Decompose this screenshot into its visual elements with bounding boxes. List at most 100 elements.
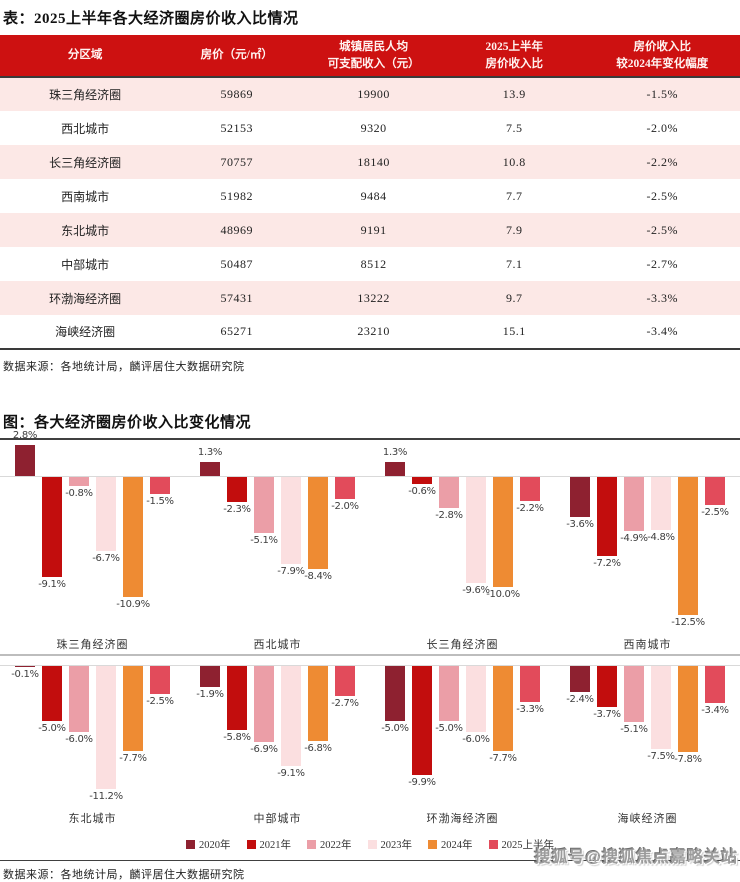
- chart-source-note: 数据来源：各地统计局，麟评居住大数据研究院: [3, 869, 245, 881]
- subplot-4: -0.1% -5.0% -6.0% -11.2% -7.7% -2.5% 东北城市: [0, 656, 185, 828]
- region-cell: 海峡经济圈: [0, 315, 171, 350]
- subplot-1: 1.3% -2.3% -5.1% -7.9% -8.4% -2.0% 西北城市: [185, 440, 370, 654]
- subplot-0: 2.8% -9.1% -0.8% -6.7% -10.9% -1.5% 珠三角经济圈: [0, 430, 185, 654]
- bottom-rule: [0, 860, 740, 861]
- value-cell: 51982: [220, 188, 254, 203]
- table-row: 长三角经济圈 70757 18140 10.8 -2.2%: [0, 145, 740, 179]
- bar-value-label: -9.9%: [408, 776, 436, 788]
- col-header-2: 城镇居民人均 可支配收入（元）: [303, 35, 444, 78]
- value-cell: 19900: [357, 87, 390, 101]
- table-row: 海峡经济圈 65271 23210 15.1 -3.4%: [0, 315, 740, 350]
- bar-value-label: -7.9%: [277, 565, 305, 577]
- bar-2023年: [281, 477, 301, 564]
- zero-axis-line: [185, 476, 370, 477]
- bar-2020年: [200, 666, 220, 687]
- bar-2020年: [200, 461, 220, 476]
- bar-2022年: [254, 666, 274, 742]
- legend-swatch-icon: [428, 839, 437, 849]
- bar-value-label: -7.7%: [119, 752, 147, 764]
- region-cell: 西北城市: [61, 121, 110, 136]
- value-cell: -2.5%: [646, 188, 679, 203]
- value-cell: 57431: [220, 290, 254, 305]
- legend-label: 2023年: [380, 839, 413, 851]
- zero-axis-line: [370, 476, 555, 477]
- value-cell: 13.9: [502, 87, 526, 101]
- bar-value-label: -7.5%: [647, 750, 675, 762]
- chart-legend: 2020年 2021年 2022年 2023年 2024年 2025上半年: [0, 836, 740, 852]
- bar-2020年: [570, 477, 590, 517]
- table-row: 西南城市 51982 9484 7.7 -2.5%: [0, 179, 740, 213]
- bar-value-label: -10.9%: [116, 598, 150, 610]
- value-cell: -1.5%: [646, 87, 679, 101]
- group-label: 环渤海经济圈: [426, 813, 499, 825]
- bar-value-label: -5.8%: [223, 731, 251, 743]
- plot-area: -0.1% -5.0% -6.0% -11.2% -7.7% -2.5%: [0, 656, 185, 806]
- bar-2025上半年: [705, 666, 725, 704]
- bar-value-label: -2.7%: [331, 697, 359, 709]
- legend-swatch-icon: [307, 839, 316, 849]
- group-label: 中部城市: [253, 813, 302, 825]
- bar-value-label: -9.1%: [277, 768, 305, 780]
- bar-2023年: [466, 477, 486, 583]
- plot-area: -5.0% -9.9% -5.0% -6.0% -7.7% -3.3%: [370, 656, 555, 806]
- bar-value-label: -1.9%: [196, 688, 224, 700]
- bar-2025上半年: [150, 477, 170, 494]
- legend-item: 2023年: [367, 836, 413, 852]
- bar-2021年: [597, 477, 617, 557]
- bar-value-label: -6.7%: [92, 552, 120, 564]
- bar-value-label: -7.2%: [593, 558, 621, 570]
- bar-2025上半年: [520, 477, 540, 502]
- value-cell: 7.7: [506, 188, 523, 203]
- bar-value-label: -0.1%: [11, 669, 39, 681]
- value-cell: 18140: [357, 154, 390, 169]
- bar-2022年: [439, 666, 459, 721]
- value-cell: 15.1: [443, 315, 585, 350]
- legend-swatch-icon: [246, 839, 256, 849]
- bar-value-label: -7.7%: [489, 752, 517, 764]
- region-cell: 长三角经济圈: [49, 155, 122, 170]
- col-header-1: 房价（元/㎡）: [170, 35, 304, 78]
- chart-title: 图：各大经济圈房价收入比变化情况: [3, 415, 252, 431]
- region-cell: 西南城市: [61, 189, 110, 204]
- bar-value-label: -5.0%: [435, 723, 463, 734]
- group-label: 珠三角经济圈: [56, 639, 129, 651]
- bar-chart: 2.8% -9.1% -0.8% -6.7% -10.9% -1.5% 珠三角经济圈 1.3%…: [0, 430, 740, 852]
- bar-value-label: 1.3%: [382, 446, 408, 458]
- legend-swatch-icon: [367, 839, 377, 849]
- bar-2024年: [678, 477, 698, 615]
- bar-value-label: -3.6%: [566, 518, 594, 530]
- legend-item: 2024年: [428, 836, 473, 852]
- value-cell: 65271: [170, 315, 304, 350]
- legend-label: 2020年: [199, 839, 231, 851]
- bar-value-label: -0.6%: [408, 485, 436, 497]
- bar-value-label: -2.0%: [331, 501, 359, 512]
- bar-2024年: [308, 666, 328, 741]
- bar-2024年: [123, 666, 143, 751]
- bar-2021年: [227, 477, 247, 503]
- region-cell: 东北城市: [61, 223, 110, 238]
- plot-area: 1.3% -0.6% -2.8% -9.6% -10.0% -2.2%: [370, 440, 555, 632]
- zero-axis-line: [555, 665, 740, 666]
- legend-label: 2024年: [441, 839, 473, 851]
- region-cell: 珠三角经济圈: [49, 88, 122, 102]
- bar-2023年: [466, 666, 486, 732]
- zero-axis-line: [370, 665, 555, 666]
- value-cell: 23210: [303, 315, 444, 350]
- bar-value-label: -11.2%: [89, 791, 123, 803]
- subplot-6: -5.0% -9.9% -5.0% -6.0% -7.7% -3.3% 环渤海经济圈: [370, 656, 555, 828]
- bar-value-label: -2.8%: [435, 509, 463, 521]
- zero-axis-line: [0, 665, 185, 666]
- legend-item: 2020年: [186, 836, 231, 852]
- bar-2020年: [385, 461, 405, 476]
- bar-2022年: [439, 477, 459, 508]
- table-row: 中部城市 50487 8512 7.1 -2.7%: [0, 247, 740, 281]
- table-source-note: 数据来源：各地统计局，麟评居住大数据研究院: [3, 361, 245, 373]
- bar-2020年: [15, 445, 35, 476]
- bar-value-label: -10.0%: [486, 589, 520, 600]
- value-cell: -2.2%: [646, 154, 679, 169]
- value-cell: 70757: [220, 154, 254, 169]
- bar-value-label: -4.8%: [647, 531, 675, 543]
- bar-2023年: [651, 666, 671, 749]
- bar-2020年: [570, 666, 590, 693]
- plot-area: -3.6% -7.2% -4.9% -4.8% -12.5% -2.5%: [555, 440, 740, 632]
